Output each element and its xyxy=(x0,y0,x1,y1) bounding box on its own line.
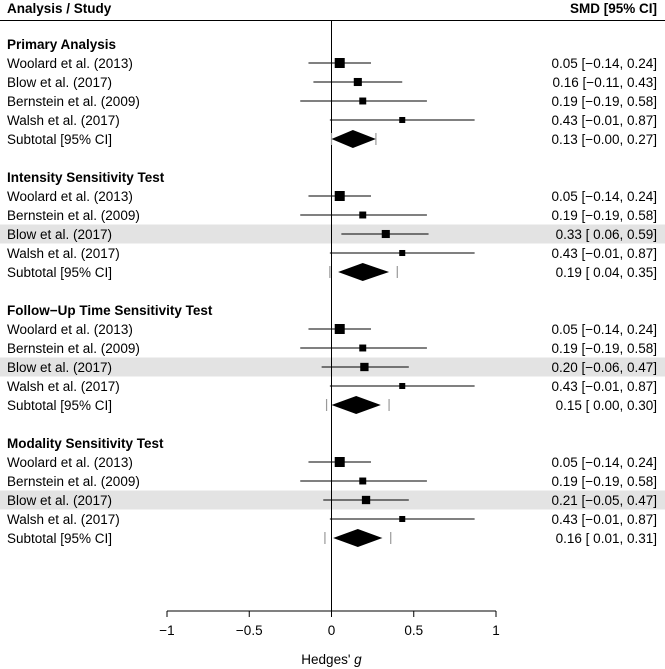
x-tick-label: 0 xyxy=(328,623,336,638)
study-label: Bernstein et al. (2009) xyxy=(7,208,140,223)
ci-value: 0.19 [−0.19, 0.58] xyxy=(552,208,657,223)
ci-value: 0.19 [−0.19, 0.58] xyxy=(552,341,657,356)
ci-value: 0.43 [−0.01, 0.87] xyxy=(552,113,657,128)
summary-diamond xyxy=(333,529,383,547)
study-label: Woolard et al. (2013) xyxy=(7,455,133,470)
section-title: Modality Sensitivity Test xyxy=(7,436,164,451)
subtotal-label: Subtotal [95% CI] xyxy=(7,132,112,147)
subtotal-label: Subtotal [95% CI] xyxy=(7,531,112,546)
ci-value: 0.33 [ 0.06, 0.59] xyxy=(556,227,657,242)
ci-value: 0.43 [−0.01, 0.87] xyxy=(552,512,657,527)
ci-value: 0.05 [−0.14, 0.24] xyxy=(552,455,657,470)
header-right: SMD [95% CI] xyxy=(570,1,657,16)
point-estimate xyxy=(399,249,406,257)
x-tick-label: 0.5 xyxy=(404,623,423,638)
study-label: Walsh et al. (2017) xyxy=(7,113,120,128)
x-tick-label: −0.5 xyxy=(236,623,263,638)
ci-value: 0.43 [−0.01, 0.87] xyxy=(552,379,657,394)
ci-value: 0.16 [−0.11, 0.43] xyxy=(553,75,657,90)
point-estimate xyxy=(359,477,367,485)
study-label: Woolard et al. (2013) xyxy=(7,189,133,204)
study-label: Bernstein et al. (2009) xyxy=(7,474,140,489)
ci-value: 0.05 [−0.14, 0.24] xyxy=(552,56,657,71)
x-axis: −1 −0.5 0 0.5 1 xyxy=(159,610,500,638)
highlight-band xyxy=(0,224,665,244)
ci-value: 0.21 [−0.05, 0.47] xyxy=(552,493,657,508)
summary-diamond xyxy=(338,263,390,281)
study-label: Woolard et al. (2013) xyxy=(7,322,133,337)
point-estimate xyxy=(334,324,345,334)
ci-value: 0.19 [−0.19, 0.58] xyxy=(552,94,657,109)
ci-value: 0.19 [−0.19, 0.58] xyxy=(552,474,657,489)
section-title: Primary Analysis xyxy=(7,37,116,52)
study-label: Blow et al. (2017) xyxy=(7,493,112,508)
summary-diamond xyxy=(331,130,376,148)
subtotal-label: Subtotal [95% CI] xyxy=(7,398,112,413)
subtotal-label: Subtotal [95% CI] xyxy=(7,265,112,280)
point-estimate xyxy=(334,457,345,467)
point-estimate xyxy=(359,344,367,352)
point-estimate xyxy=(359,211,367,219)
study-label: Blow et al. (2017) xyxy=(7,360,112,375)
study-label: Bernstein et al. (2009) xyxy=(7,341,140,356)
ci-value: 0.05 [−0.14, 0.24] xyxy=(552,189,657,204)
point-estimate xyxy=(334,58,345,68)
x-axis-label-variable: g xyxy=(354,652,362,667)
subtotal-value: 0.16 [ 0.01, 0.31] xyxy=(556,531,657,546)
point-estimate xyxy=(381,229,390,239)
section-title: Follow−Up Time Sensitivity Test xyxy=(7,303,213,318)
ci-value: 0.05 [−0.14, 0.24] xyxy=(552,322,657,337)
x-axis-label-prefix: Hedges' xyxy=(301,652,354,667)
header-left: Analysis / Study xyxy=(7,1,112,16)
study-label: Blow et al. (2017) xyxy=(7,227,112,242)
point-estimate xyxy=(359,97,367,105)
forest-rows: Primary Analysis Woolard et al. (2013) 0.0… xyxy=(7,37,657,547)
summary-diamond xyxy=(331,396,381,414)
ci-value: 0.20 [−0.06, 0.47] xyxy=(552,360,657,375)
section-title: Intensity Sensitivity Test xyxy=(7,170,165,185)
point-estimate xyxy=(353,77,362,87)
subtotal-value: 0.13 [−0.00, 0.27] xyxy=(552,132,657,147)
study-label: Walsh et al. (2017) xyxy=(7,512,120,527)
x-tick-label: −1 xyxy=(159,623,174,638)
x-tick-label: 1 xyxy=(492,623,500,638)
subtotal-value: 0.19 [ 0.04, 0.35] xyxy=(556,265,657,280)
point-estimate xyxy=(399,382,406,390)
point-estimate xyxy=(334,191,345,201)
point-estimate xyxy=(361,495,371,505)
point-estimate xyxy=(399,515,406,523)
ci-value: 0.43 [−0.01, 0.87] xyxy=(552,246,657,261)
study-label: Walsh et al. (2017) xyxy=(7,246,120,261)
x-axis-label: Hedges' g xyxy=(301,652,362,667)
study-label: Walsh et al. (2017) xyxy=(7,379,120,394)
study-label: Bernstein et al. (2009) xyxy=(7,94,140,109)
study-label: Blow et al. (2017) xyxy=(7,75,112,90)
subtotal-value: 0.15 [ 0.00, 0.30] xyxy=(556,398,657,413)
point-estimate xyxy=(399,116,406,124)
study-label: Woolard et al. (2013) xyxy=(7,56,133,71)
point-estimate xyxy=(360,362,369,372)
